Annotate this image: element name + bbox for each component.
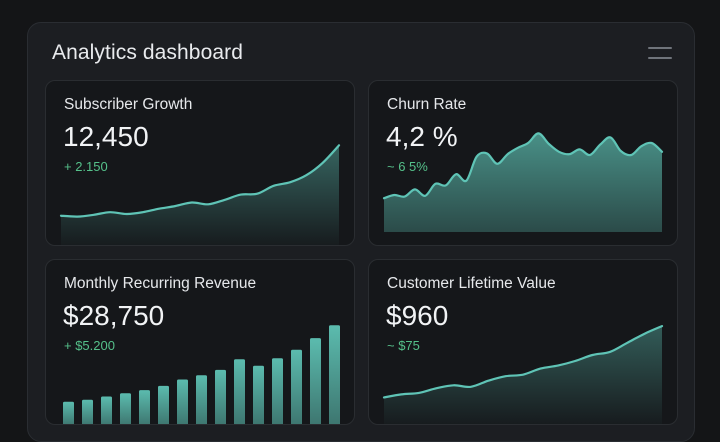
chart-bar bbox=[329, 325, 340, 425]
card-churn-rate[interactable]: Churn Rate 4,2 % ~ 6 5% bbox=[368, 80, 678, 246]
chart-area-fill bbox=[61, 145, 339, 246]
menu-icon-bar-bottom bbox=[648, 57, 672, 59]
chart-bar bbox=[120, 393, 131, 425]
chart-bar bbox=[253, 366, 264, 425]
dashboard-panel: Analytics dashboard Subscriber Growth 12… bbox=[27, 22, 695, 442]
monthly-recurring-revenue-chart bbox=[46, 260, 355, 425]
chart-bar bbox=[101, 397, 112, 426]
churn-rate-chart bbox=[369, 81, 678, 246]
menu-icon-bar-top bbox=[648, 47, 672, 49]
chart-bar bbox=[272, 358, 283, 425]
chart-bar bbox=[82, 400, 93, 425]
card-subscriber-growth[interactable]: Subscriber Growth 12,450 + 2.150 bbox=[45, 80, 355, 246]
chart-bar bbox=[63, 402, 74, 425]
chart-bar bbox=[139, 390, 150, 425]
card-monthly-recurring-revenue[interactable]: Monthly Recurring Revenue $28,750 + $5.2… bbox=[45, 259, 355, 425]
dashboard-title: Analytics dashboard bbox=[52, 41, 243, 65]
subscriber-growth-chart bbox=[46, 81, 355, 246]
chart-bar bbox=[310, 338, 321, 425]
card-customer-lifetime-value[interactable]: Customer Lifetime Value $960 ~ $75 bbox=[368, 259, 678, 425]
chart-bar bbox=[177, 380, 188, 426]
chart-bar bbox=[291, 350, 302, 425]
chart-bar bbox=[234, 359, 245, 425]
chart-bar bbox=[215, 370, 226, 425]
chart-bar bbox=[158, 386, 169, 425]
chart-bar bbox=[196, 375, 207, 425]
customer-lifetime-value-chart bbox=[369, 260, 678, 425]
menu-icon[interactable] bbox=[648, 45, 672, 61]
chart-area-fill bbox=[384, 133, 662, 232]
